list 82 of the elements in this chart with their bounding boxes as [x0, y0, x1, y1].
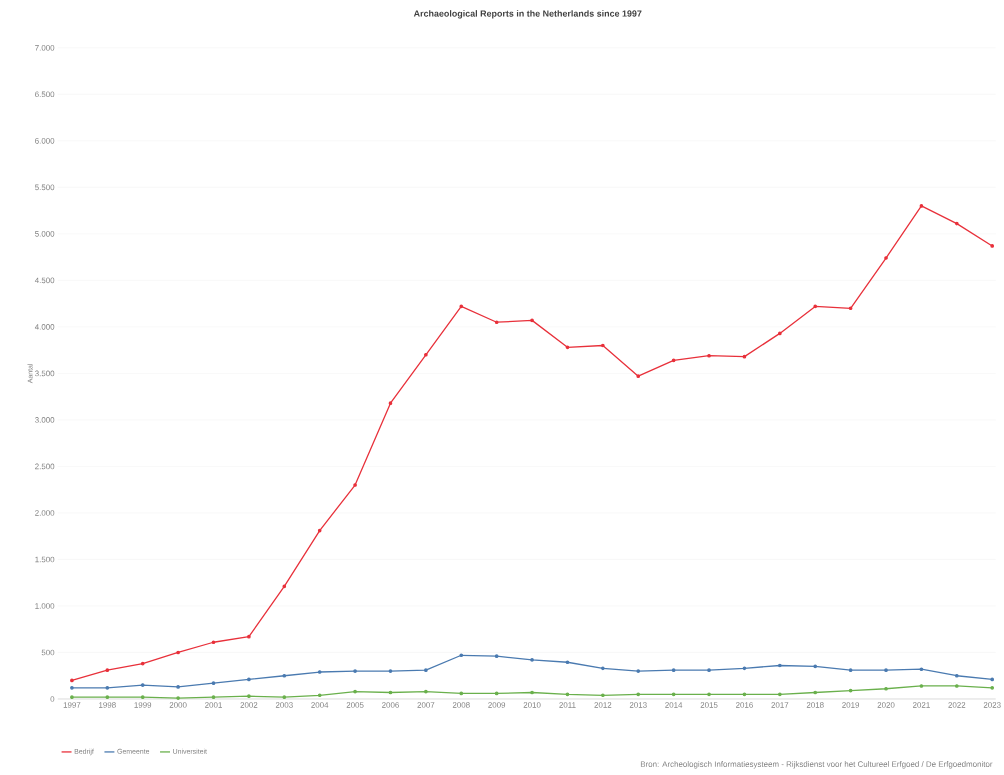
point — [990, 244, 995, 248]
point — [282, 584, 287, 589]
point — [530, 318, 534, 323]
point — [707, 668, 711, 673]
point — [70, 686, 74, 690]
point — [530, 690, 534, 695]
point — [317, 528, 322, 533]
point — [636, 374, 641, 379]
point — [601, 343, 605, 348]
point — [636, 669, 641, 674]
point — [530, 658, 534, 662]
point — [353, 483, 357, 488]
point — [813, 304, 818, 309]
point — [601, 693, 605, 698]
point — [176, 685, 180, 689]
point — [317, 670, 322, 675]
point — [565, 692, 570, 697]
point — [742, 354, 747, 359]
point — [884, 687, 888, 691]
point — [954, 221, 959, 226]
point — [707, 692, 711, 697]
point — [954, 684, 959, 688]
point — [459, 304, 464, 309]
point — [70, 695, 74, 700]
point — [636, 692, 641, 697]
point — [990, 677, 995, 682]
point — [494, 320, 499, 325]
point — [813, 664, 818, 669]
point — [884, 256, 888, 261]
point — [777, 663, 782, 668]
point — [105, 686, 110, 690]
point — [459, 653, 464, 658]
point — [140, 683, 145, 688]
point — [565, 345, 570, 350]
point — [459, 691, 464, 696]
point — [424, 668, 428, 673]
point — [919, 684, 924, 688]
point — [954, 674, 959, 678]
point — [777, 692, 782, 697]
point — [671, 668, 676, 673]
point — [388, 669, 393, 674]
point — [211, 695, 216, 700]
point — [777, 331, 782, 336]
point — [176, 696, 180, 701]
point — [176, 650, 180, 655]
point — [848, 668, 853, 673]
point — [388, 401, 393, 406]
point — [247, 694, 251, 699]
point — [70, 678, 74, 683]
point — [813, 690, 818, 695]
point — [742, 666, 747, 671]
point — [707, 354, 711, 358]
point — [494, 691, 499, 696]
chart-title: Archaeological Reports in the Netherlands since 1997 — [413, 10, 642, 19]
point — [282, 674, 287, 678]
point — [282, 695, 287, 700]
point — [211, 681, 216, 686]
point — [247, 634, 251, 639]
point — [848, 688, 853, 693]
point — [919, 204, 924, 208]
point — [388, 690, 393, 695]
point — [211, 640, 216, 645]
point — [353, 689, 357, 694]
point — [919, 667, 924, 672]
point — [884, 668, 888, 673]
point — [140, 661, 145, 666]
point — [671, 692, 676, 697]
point — [424, 689, 428, 694]
point — [565, 660, 570, 665]
point — [105, 695, 110, 700]
point — [494, 654, 499, 659]
point — [105, 668, 110, 673]
point — [990, 686, 995, 690]
point — [601, 666, 605, 671]
point — [317, 693, 322, 698]
point — [424, 353, 428, 357]
point — [742, 692, 747, 697]
point — [353, 669, 357, 674]
point — [247, 677, 251, 682]
point — [848, 306, 853, 311]
point — [671, 358, 676, 363]
point — [140, 695, 145, 700]
